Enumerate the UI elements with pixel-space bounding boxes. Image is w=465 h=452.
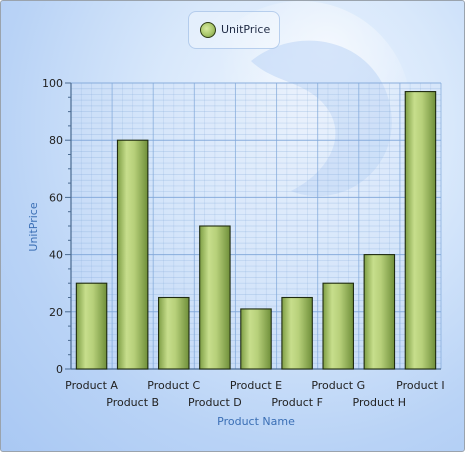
bars <box>75 91 437 370</box>
x-tick-label: Product E <box>230 379 282 392</box>
legend-label: UnitPrice <box>221 23 271 36</box>
x-tick-label: Product F <box>271 396 323 409</box>
bar <box>158 296 190 370</box>
bar <box>240 308 272 370</box>
legend: UnitPrice <box>188 11 280 49</box>
x-tick-label: Product A <box>65 379 118 392</box>
bar <box>281 296 313 370</box>
y-axis-title: UnitPrice <box>27 202 40 251</box>
x-tick-label: Product C <box>147 379 200 392</box>
bar <box>404 91 437 370</box>
x-tick-label: Product G <box>311 379 365 392</box>
tick-labels: 0 20 40 60 80 100 Product A Product B Product C P… <box>42 77 445 409</box>
y-tick-label: 60 <box>49 191 63 204</box>
y-tick-label: 80 <box>49 134 63 147</box>
x-axis-title: Product Name <box>217 415 295 428</box>
legend-swatch-icon <box>200 22 216 38</box>
bar <box>75 282 108 370</box>
bar <box>363 254 396 370</box>
background-swirl <box>191 1 411 221</box>
x-tick-label: Product D <box>188 396 242 409</box>
x-tick-label: Product I <box>396 379 445 392</box>
bar <box>116 139 149 370</box>
bar <box>199 225 231 370</box>
y-tick-label: 20 <box>49 306 63 319</box>
y-tick-label: 40 <box>49 249 63 262</box>
y-tick-label: 100 <box>42 77 63 90</box>
x-tick-label: Product B <box>106 396 159 409</box>
x-tick-label: Product H <box>353 396 407 409</box>
bar <box>322 282 354 370</box>
y-tick-label: 0 <box>56 363 63 376</box>
